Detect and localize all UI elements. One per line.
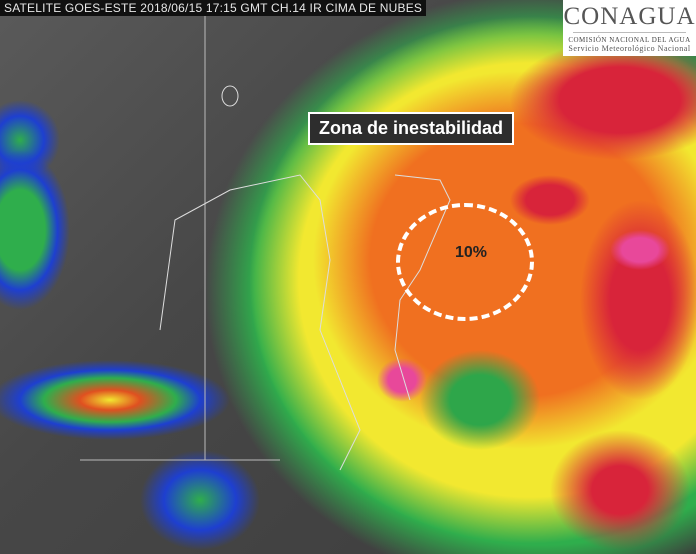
conagua-logo: CONAGUA COMISIÓN NACIONAL DEL AGUA Servi… — [563, 0, 696, 56]
logo-service: Servicio Meteorológico Nacional — [568, 44, 691, 53]
instability-zone-outline — [396, 203, 534, 321]
instability-zone-label: Zona de inestabilidad — [308, 112, 514, 145]
logo-subtitle: COMISIÓN NACIONAL DEL AGUA — [568, 36, 691, 44]
probability-label: 10% — [455, 244, 488, 261]
logo-brand: CONAGUA — [563, 3, 696, 30]
image-caption: SATELITE GOES-ESTE 2018/06/15 17:15 GMT … — [0, 0, 427, 16]
